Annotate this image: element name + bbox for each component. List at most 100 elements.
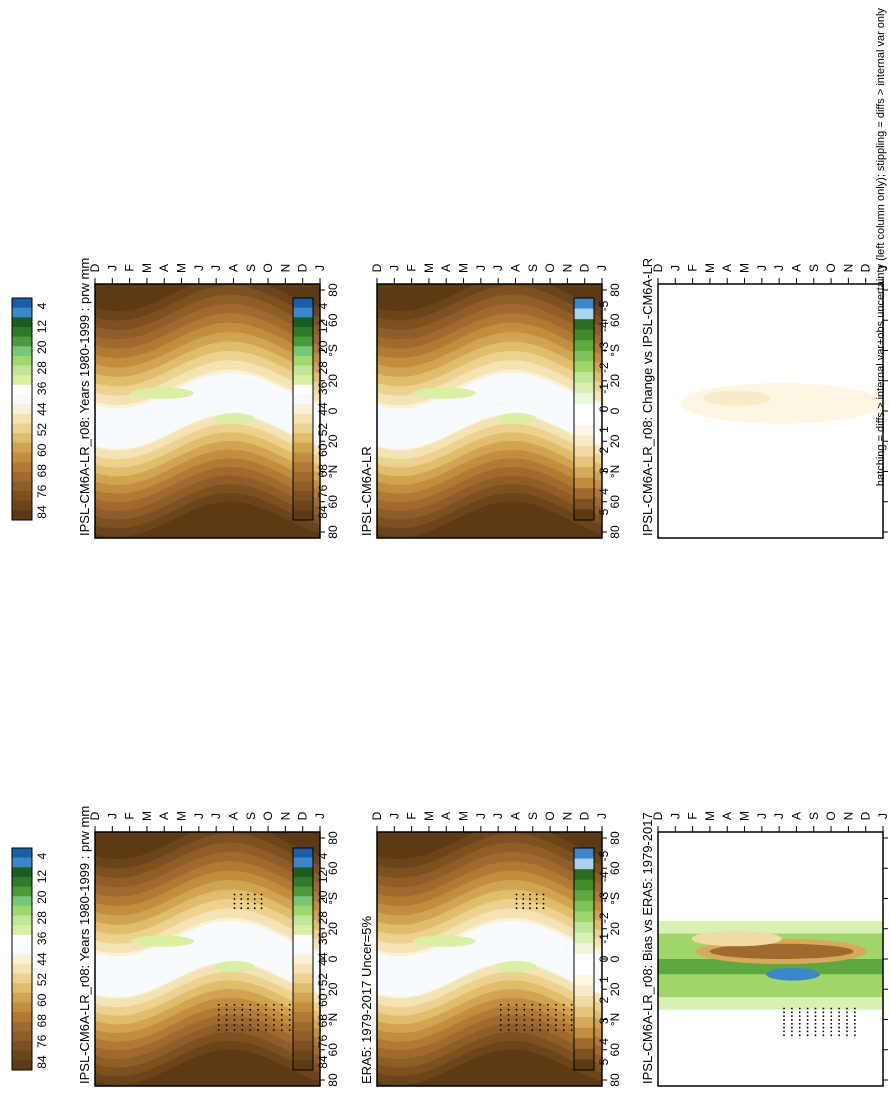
stipple-dot <box>822 1007 825 1010</box>
lat-tick-label: 0 <box>326 407 340 414</box>
stipple-dot <box>846 1034 848 1037</box>
stipple-dot <box>249 1013 252 1016</box>
stipple-dot <box>806 1034 809 1037</box>
stipple-dot <box>240 907 243 910</box>
colorbar-swatch <box>12 1040 32 1051</box>
stipple-dot <box>531 1008 534 1011</box>
stipple-dot <box>790 1026 793 1029</box>
stipple-dot <box>280 1008 283 1011</box>
stipple-dot <box>790 1022 793 1025</box>
colorbar-swatch <box>12 876 32 887</box>
colorbar-tick-label: 4 <box>35 302 49 309</box>
colorbar-swatch <box>12 471 32 482</box>
stipple-dot <box>265 1008 267 1011</box>
colorbar-tick-label: 68 <box>316 1014 330 1028</box>
stipple-dot <box>265 1024 267 1026</box>
lat-tick-label: °N <box>326 1013 340 1026</box>
stipple-dot <box>217 1003 220 1006</box>
colorbar-tick-label: -1 <box>597 383 611 394</box>
colorbar-swatch <box>574 477 594 489</box>
month-tick-label: J <box>491 813 505 819</box>
stipple-dot <box>838 1011 841 1014</box>
stipple-dot <box>783 1019 785 1021</box>
stipple-dot <box>542 902 545 905</box>
colorbar-swatch <box>12 490 32 501</box>
colorbar-swatch <box>293 374 313 385</box>
colorbar-swatch <box>12 953 32 964</box>
colorbar-swatch <box>574 1048 594 1060</box>
colorbar-tick-label: 4 <box>316 852 330 859</box>
lat-tick-label: °N <box>608 465 622 478</box>
stipple-dot <box>233 898 236 900</box>
colorbar-swatch <box>12 355 32 366</box>
stipple-dot <box>539 1029 542 1032</box>
colorbar-tick-label: 52 <box>316 973 330 987</box>
stipple-dot <box>830 1026 833 1029</box>
lat-tick-label: 0 <box>326 955 340 962</box>
colorbar-tick-label: 36 <box>35 931 49 945</box>
stipple-dot <box>217 1019 220 1021</box>
stipple-dot <box>790 1030 793 1033</box>
stipple-dot <box>798 1019 801 1021</box>
colorbar-swatch <box>293 847 313 858</box>
stipple-dot <box>265 1013 267 1016</box>
stipple-dot <box>547 1003 549 1006</box>
colorbar-tick-label: 60 <box>316 443 330 457</box>
colorbar-swatch <box>574 382 594 394</box>
stipple-dot <box>249 1029 252 1032</box>
colorbar-swatch <box>12 1059 32 1070</box>
lat-tick-label: 80 <box>326 525 340 539</box>
colorbar-swatch <box>12 934 32 945</box>
lat-tick-label: 20 <box>326 922 340 936</box>
month-tick-label: D <box>88 263 102 272</box>
stipple-dot <box>523 1024 526 1026</box>
colorbar-2: 84 76 68 60 52 44 36 28 20 12 4 <box>292 847 330 1071</box>
stipple-dot <box>535 893 538 896</box>
colorbar-swatch <box>293 297 313 308</box>
month-tick-label: A <box>720 264 734 272</box>
month-tick-label: A <box>226 812 240 820</box>
stipple-dot <box>838 1026 841 1029</box>
stipple-dot <box>531 1019 534 1021</box>
colorbar-tick-label: 52 <box>316 423 330 437</box>
colorbar-swatch <box>293 972 313 984</box>
stipple-dot <box>806 1026 809 1029</box>
colorbar-swatch <box>293 953 313 964</box>
month-tick-label: J <box>595 813 609 819</box>
stipple-dot <box>798 1034 801 1037</box>
contour-field <box>95 832 320 1086</box>
contour-field <box>377 832 602 1086</box>
panel-title: IPSL-CM6A-LR <box>359 446 374 536</box>
colorbar-swatch <box>574 413 594 425</box>
stipple-dot <box>535 907 538 910</box>
colorbar-swatch <box>12 866 32 877</box>
month-tick-label: M <box>422 811 436 821</box>
month-tick-label: J <box>668 265 682 271</box>
stipple-dot <box>280 1013 283 1016</box>
contour-core <box>377 920 602 998</box>
panel-model-climatology-left: IPSL-CM6A-LR_r08: Years 1980-1999 : prw … <box>77 806 340 1087</box>
stipple-dot <box>542 907 545 910</box>
month-tick-label: F <box>123 812 137 819</box>
month-tick-label: F <box>686 812 700 819</box>
colorbar-swatch <box>12 394 32 405</box>
month-tick-label: M <box>738 811 752 821</box>
month-tick-label: J <box>192 265 206 271</box>
stipple-dot <box>822 1026 825 1029</box>
stipple-dot <box>515 1029 518 1032</box>
month-tick-label: J <box>668 813 682 819</box>
colorbar-tick-label: 60 <box>35 993 49 1007</box>
colorbar-swatch <box>293 1030 313 1042</box>
colorbar-swatch <box>293 316 313 327</box>
stipple-dot <box>260 902 263 905</box>
month-tick-label: F <box>123 264 137 271</box>
stipple-dot <box>522 902 525 905</box>
lat-tick-label: 60 <box>326 861 340 875</box>
month-tick-label: D <box>578 811 592 820</box>
stipple-dot <box>515 907 518 910</box>
colorbar-tick-label: 36 <box>35 381 49 395</box>
stipple-dot <box>515 1019 518 1021</box>
month-tick-label: D <box>370 811 384 820</box>
